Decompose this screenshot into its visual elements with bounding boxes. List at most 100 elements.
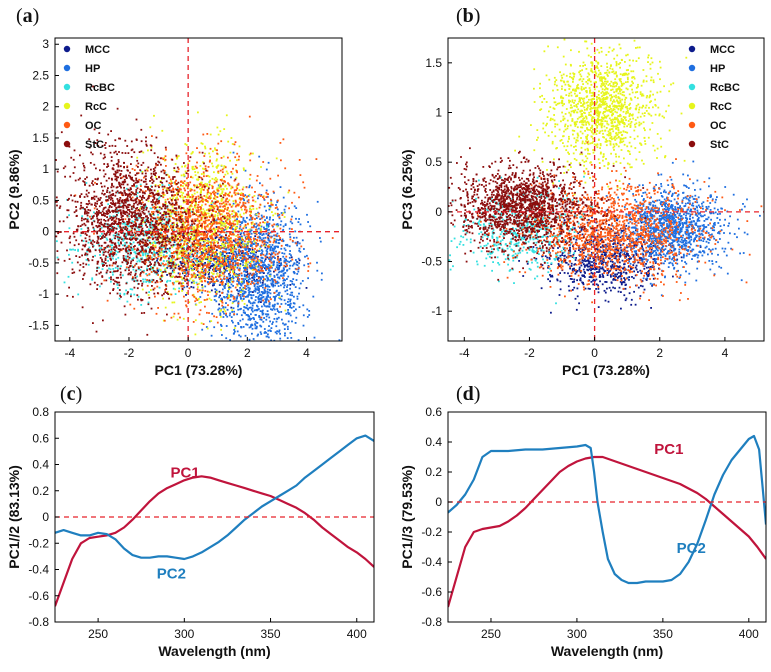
scatter-point [132, 276, 134, 278]
scatter-point [244, 306, 247, 309]
scatter-point [177, 280, 179, 283]
scatter-point [203, 172, 205, 175]
scatter-point [229, 217, 232, 220]
scatter-point [173, 229, 175, 231]
scatter-point [192, 265, 195, 268]
scatter-point [222, 188, 225, 191]
scatter-point [120, 241, 122, 244]
scatter-point [222, 272, 224, 275]
scatter-point [180, 264, 183, 267]
scatter-point [174, 243, 177, 246]
scatter-point [241, 299, 244, 302]
scatter-point [209, 155, 211, 158]
scatter-point [208, 160, 211, 163]
scatter-point [251, 260, 253, 263]
scatter-point [194, 259, 197, 262]
scatter-point [216, 253, 218, 256]
scatter-point [196, 239, 198, 242]
scatter-point [207, 283, 210, 286]
scatter-point [243, 219, 246, 222]
scatter-point [265, 275, 268, 277]
scatter-point [259, 266, 262, 268]
scatter-point [193, 185, 196, 188]
scatter-point [174, 258, 177, 261]
scatter-point [204, 272, 207, 275]
scatter-point [202, 214, 205, 216]
scatter-point [184, 143, 187, 145]
scatter-point [274, 268, 277, 271]
scatter-point [194, 258, 197, 260]
scatter-point [147, 166, 150, 169]
scatter-point [165, 165, 167, 167]
scatter-point [242, 311, 245, 314]
scatter-point [140, 304, 143, 306]
scatter-point [306, 213, 308, 216]
scatter-point [155, 164, 158, 167]
scatter-point [258, 308, 260, 310]
scatter-point [240, 206, 242, 209]
scatter-point [283, 278, 286, 281]
scatter-point [248, 236, 250, 239]
scatter-point [262, 161, 265, 163]
scatter-point [273, 274, 276, 277]
scatter-point [168, 201, 170, 203]
scatter-point [238, 252, 241, 255]
scatter-point [183, 286, 186, 289]
scatter-point [109, 268, 112, 271]
scatter-point [213, 202, 216, 205]
scatter-point [188, 160, 191, 162]
scatter-point [167, 265, 170, 268]
scatter-point [202, 274, 204, 277]
scatter-point [252, 242, 254, 245]
scatter-point [207, 197, 210, 200]
scatter-point [283, 328, 286, 330]
scatter-point [212, 238, 214, 241]
scatter-point [144, 190, 147, 192]
scatter-point [156, 228, 159, 231]
scatter-point [227, 266, 230, 268]
scatter-point [91, 277, 94, 280]
scatter-point [214, 267, 217, 270]
scatter-point [224, 200, 227, 202]
scatter-point [245, 277, 248, 279]
scatter-point [266, 335, 269, 338]
scatter-point [200, 208, 202, 210]
scatter-point [207, 201, 209, 204]
scatter-point [277, 255, 279, 258]
scatter-point [154, 185, 157, 188]
scatter-point [251, 186, 253, 189]
scatter-point [196, 191, 199, 194]
scatter-point [77, 248, 79, 251]
scatter-point [268, 228, 270, 231]
scatter-point [269, 353, 271, 355]
scatter-point [235, 273, 238, 275]
scatter-point [192, 220, 195, 223]
scatter-point [244, 278, 247, 281]
scatter-point [230, 205, 233, 208]
scatter-point [211, 247, 214, 249]
scatter-point [184, 229, 187, 232]
scatter-point [108, 228, 111, 230]
scatter-point [269, 273, 272, 276]
scatter-point [183, 243, 185, 246]
scatter-point [220, 202, 223, 205]
scatter-point [147, 294, 150, 296]
scatter-point [316, 269, 319, 272]
scatter-point [274, 296, 276, 298]
scatter-point [216, 265, 218, 268]
scatter-point [208, 152, 211, 155]
scatter-point [211, 200, 213, 203]
scatter-point [194, 300, 197, 303]
scatter-point [158, 252, 161, 255]
scatter-point [99, 227, 102, 230]
scatter-point [222, 225, 225, 227]
scatter-point [182, 196, 185, 199]
scatter-point [165, 148, 167, 151]
scatter-point [167, 238, 170, 241]
scatter-point [119, 230, 122, 232]
scatter-point [117, 267, 119, 270]
scatter-point [209, 192, 211, 194]
scatter-point [266, 288, 269, 291]
scatter-point [192, 286, 195, 289]
scatter-point [289, 294, 292, 296]
